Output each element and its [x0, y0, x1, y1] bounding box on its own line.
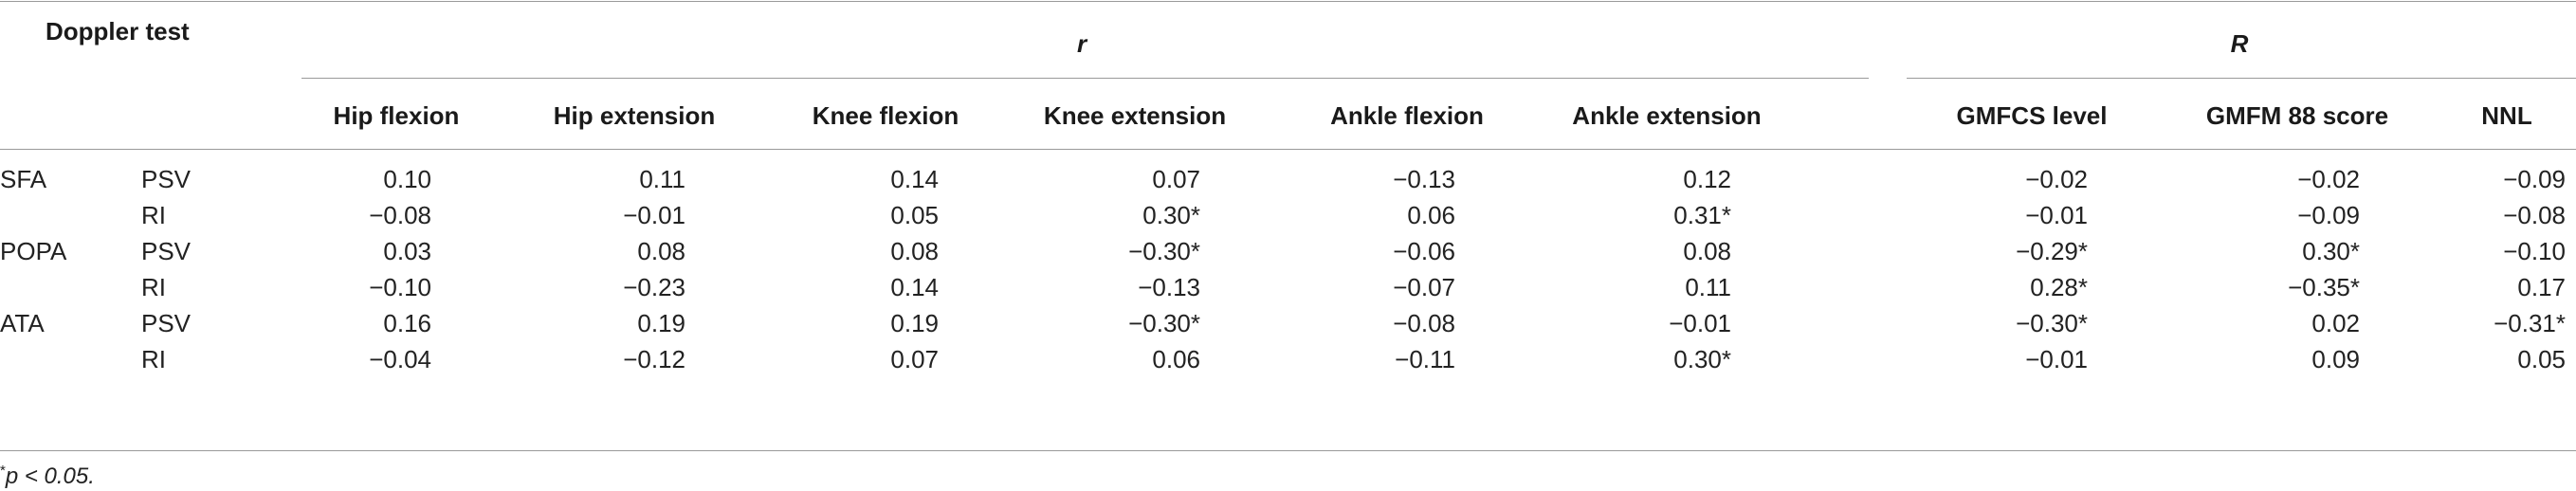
table-cell: 0.08	[890, 237, 939, 265]
table-cell: −0.08	[1393, 309, 1455, 337]
table-cell: −0.31*	[2494, 309, 2566, 337]
row-test-label: PSV	[141, 237, 192, 265]
table-cell: −0.01	[1669, 309, 1731, 337]
row-group-label: POPA	[0, 237, 67, 265]
header-rule	[0, 149, 2576, 150]
table-cell: 0.05	[2517, 345, 2566, 373]
table-cell: −0.08	[2503, 201, 2566, 229]
table-cell: 0.08	[1683, 237, 1731, 265]
table-cell: −0.07	[1393, 273, 1455, 301]
table-cell: −0.02	[2297, 165, 2360, 193]
table-cell: −0.08	[369, 201, 431, 229]
column-header: NNL	[2481, 101, 2532, 130]
bottom-rule	[0, 450, 2576, 451]
table-cell: −0.13	[1138, 273, 1200, 301]
column-header: GMFCS level	[1956, 101, 2108, 130]
doppler-test-header: Doppler test	[46, 17, 190, 45]
table-cell: −0.01	[623, 201, 685, 229]
table-cell: 0.30*	[1142, 201, 1200, 229]
column-header: Knee extension	[1043, 101, 1227, 130]
table-cell: 0.08	[637, 237, 685, 265]
table-cell: −0.13	[1393, 165, 1455, 193]
table-cell: 0.14	[890, 273, 939, 301]
table-cell: 0.05	[890, 201, 939, 229]
table-cell: 0.30*	[2302, 237, 2360, 265]
table-cell: 0.31*	[1673, 201, 1731, 229]
row-test-label: RI	[141, 201, 166, 229]
r-group-header: r	[1076, 29, 1087, 58]
table-cell: 0.17	[2517, 273, 2566, 301]
column-header: Hip flexion	[333, 101, 460, 130]
table-cell: −0.30*	[1128, 309, 1200, 337]
table-cell: −0.30*	[1128, 237, 1200, 265]
table-cell: 0.11	[639, 165, 685, 193]
row-group-label: ATA	[0, 309, 45, 337]
table-cell: 0.07	[1152, 165, 1200, 193]
column-header: GMFM 88 score	[2205, 101, 2389, 130]
row-group-label: SFA	[0, 165, 47, 193]
table-cell: −0.01	[2025, 201, 2088, 229]
footnote-marker: *	[0, 463, 6, 479]
row-test-label: PSV	[141, 165, 192, 193]
table-cell: 0.16	[383, 309, 431, 337]
table-cell: −0.29*	[2016, 237, 2088, 265]
table-cell: −0.04	[369, 345, 431, 373]
row-test-label: RI	[141, 273, 166, 301]
row-test-label: PSV	[141, 309, 192, 337]
table-cell: −0.35*	[2288, 273, 2360, 301]
table-cell: 0.19	[890, 309, 939, 337]
footnote: *p < 0.05.	[0, 457, 95, 491]
table-cell: −0.23	[623, 273, 685, 301]
top-rule	[0, 1, 2576, 2]
column-header: Knee flexion	[812, 101, 959, 130]
table-cell: −0.10	[369, 273, 431, 301]
table-cell: −0.06	[1393, 237, 1455, 265]
row-test-label: RI	[141, 345, 166, 373]
table-cell: −0.30*	[2016, 309, 2088, 337]
column-header: Ankle flexion	[1330, 101, 1484, 130]
footnote-text: p < 0.05.	[5, 464, 95, 489]
table-cell: 0.06	[1407, 201, 1455, 229]
table-cell: 0.11	[1685, 273, 1731, 301]
table-cell: 0.09	[2311, 345, 2360, 373]
table-cell: 0.14	[890, 165, 939, 193]
table-cell: −0.01	[2025, 345, 2088, 373]
table-cell: 0.12	[1683, 165, 1731, 193]
column-header: Ankle extension	[1572, 101, 1762, 130]
table-cell: −0.10	[2503, 237, 2566, 265]
table-cell: 0.19	[637, 309, 685, 337]
table-cell: 0.28*	[2030, 273, 2088, 301]
table-cell: 0.30*	[1673, 345, 1731, 373]
table-cell: 0.02	[2311, 309, 2360, 337]
table-cell: 0.03	[383, 237, 431, 265]
table-cell: −0.09	[2503, 165, 2566, 193]
R-group-header: R	[2230, 29, 2249, 58]
table-cell: −0.12	[623, 345, 685, 373]
r-group-rule	[301, 78, 1869, 79]
table-cell: −0.11	[1395, 345, 1455, 373]
column-header: Hip extension	[553, 101, 716, 130]
table-cell: 0.07	[890, 345, 939, 373]
table-cell: 0.10	[383, 165, 431, 193]
table-cell: −0.02	[2025, 165, 2088, 193]
R-group-rule	[1907, 78, 2576, 79]
table-cell: 0.06	[1152, 345, 1200, 373]
table-cell: −0.09	[2297, 201, 2360, 229]
